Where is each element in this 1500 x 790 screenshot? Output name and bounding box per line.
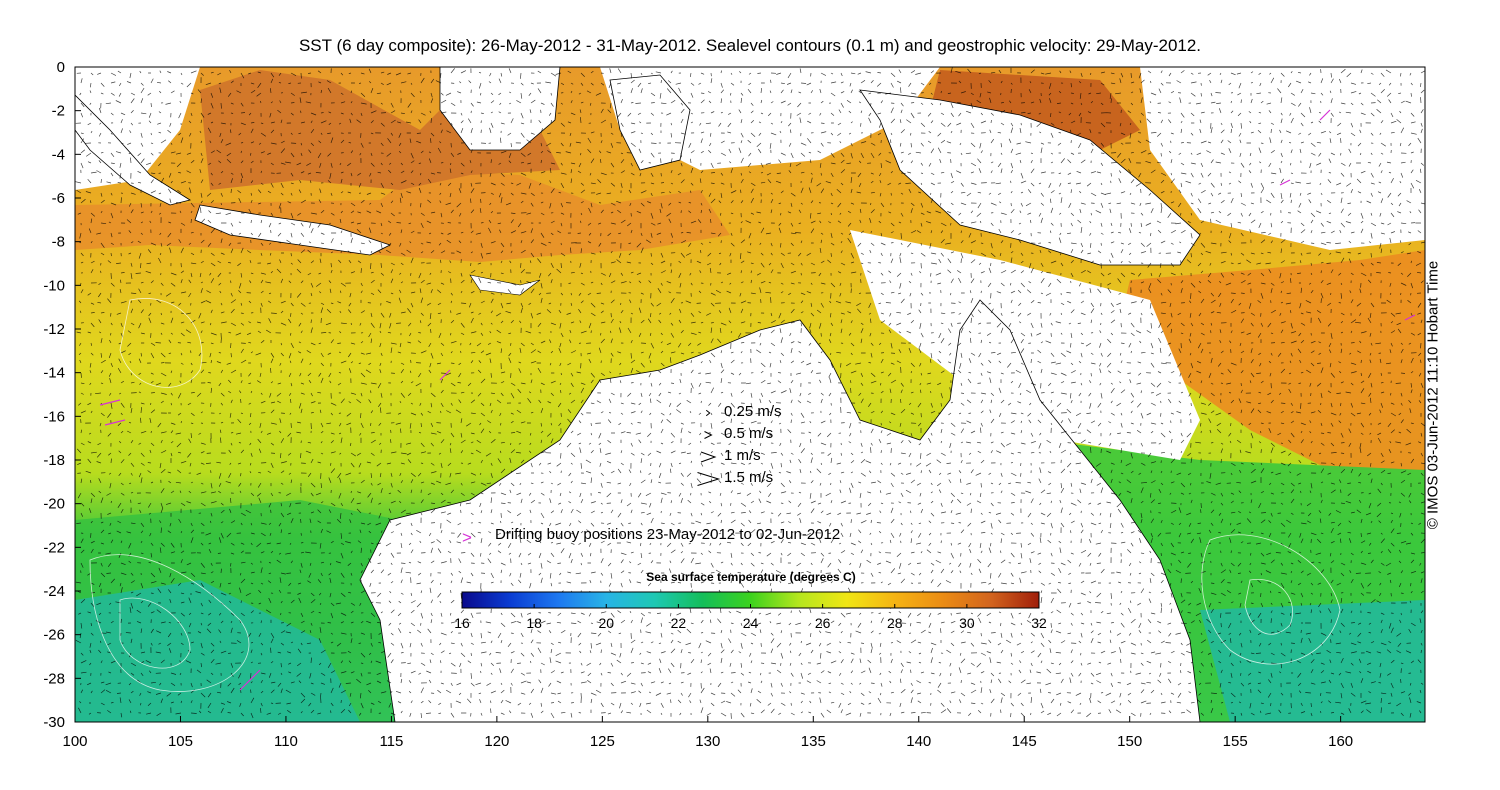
buoy-legend-label: Drifting buoy positions 23-May-2012 to 0… (495, 526, 841, 543)
colorbar-tick-label: 30 (959, 615, 975, 631)
x-tick-label: 110 (274, 733, 298, 750)
x-tick-label: 120 (484, 733, 509, 750)
buoy-legend-symbol: > (462, 528, 472, 547)
land-australia (359, 299, 1201, 722)
y-tick-label: -12 (43, 321, 65, 338)
y-tick-label: -20 (43, 496, 65, 513)
x-tick-label: 140 (906, 733, 931, 750)
y-tick-label: -10 (43, 277, 65, 294)
velocity-legend-arrow (700, 451, 717, 463)
velocity-legend-label: 0.5 m/s (724, 425, 774, 442)
y-tick-label: -30 (43, 714, 65, 731)
sealevel-contours (89, 298, 1341, 692)
map-title: SST (6 day composite): 26-May-2012 - 31-… (298, 36, 1202, 55)
no-data-region (600, 67, 940, 170)
velocity-legend-label: 1 m/s (724, 447, 761, 464)
velocity-legend-arrow (705, 409, 711, 417)
x-tick-label: 150 (1117, 733, 1142, 750)
y-tick-label: -16 (43, 408, 65, 425)
velocity-arrows (75, 67, 1425, 719)
land-sulawesi (609, 74, 691, 171)
x-tick-label: 135 (801, 733, 826, 750)
velocity-legend-label: 0.25 m/s (724, 403, 782, 420)
y-axis: 0 -2 -4 -6 -8 -10 -12 -14 -16 -18 -20 -22 -24 -26 -28 -… (43, 59, 81, 731)
y-tick-label: -6 (52, 190, 65, 207)
colorbar-tick-label: 16 (454, 615, 470, 631)
x-tick-label: 105 (168, 733, 193, 750)
x-tick-label: 155 (1223, 733, 1248, 750)
colorbar-tick-label: 22 (671, 615, 687, 631)
land-new-guinea (859, 89, 1201, 266)
x-tick-label: 145 (1012, 733, 1037, 750)
y-tick-label: -22 (43, 539, 65, 556)
velocity-legend-label: 1.5 m/s (724, 469, 774, 486)
colorbar-ticks: 16 18 20 22 24 26 28 30 32 (454, 604, 1047, 631)
land-java (194, 204, 392, 256)
x-tick-label: 100 (62, 733, 87, 750)
y-tick-label: -28 (43, 670, 65, 687)
colorbar-tick-label: 20 (598, 615, 614, 631)
colorbar-tick-label: 32 (1031, 615, 1047, 631)
plot-frame (74, 66, 1426, 723)
colorbar-tick-label: 24 (743, 615, 759, 631)
y-tick-label: -2 (52, 103, 65, 120)
colorbar-tick-label: 18 (526, 615, 542, 631)
x-axis: 100 105 110 115 120 125 130 135 140 145 150 155 160 (62, 716, 1353, 750)
credit-text: © IMOS 03-Jun-2012 11:10 Hobart Time (1424, 260, 1442, 530)
x-tick-label: 125 (590, 733, 615, 750)
no-data-region (850, 230, 1200, 460)
plot-area (75, 67, 1425, 722)
y-tick-label: -18 (43, 452, 65, 469)
y-tick-label: -14 (43, 365, 65, 382)
colorbar-tick-label: 28 (887, 615, 903, 631)
y-tick-label: -4 (52, 146, 65, 163)
y-tick-label: 0 (57, 59, 65, 76)
x-tick-label: 130 (695, 733, 720, 750)
velocity-legend-arrow (704, 431, 713, 439)
colorbar-tick-label: 26 (815, 615, 831, 631)
land-borneo (439, 67, 561, 151)
velocity-legend (697, 409, 721, 486)
y-tick-label: -8 (52, 234, 65, 251)
velocity-legend-arrow (697, 472, 721, 486)
warm-sea-region (75, 170, 730, 262)
cold-sea-region (75, 580, 360, 722)
x-tick-label: 160 (1328, 733, 1353, 750)
x-tick-label: 115 (379, 733, 403, 750)
drifting-buoy-tracks (99, 109, 1416, 691)
y-tick-label: -26 (43, 627, 65, 644)
colorbar-title: Sea surface temperature (degrees C) (646, 570, 856, 584)
y-tick-label: -24 (43, 583, 65, 600)
warm-sea-region (1120, 250, 1425, 470)
velocity-field (75, 67, 1425, 719)
